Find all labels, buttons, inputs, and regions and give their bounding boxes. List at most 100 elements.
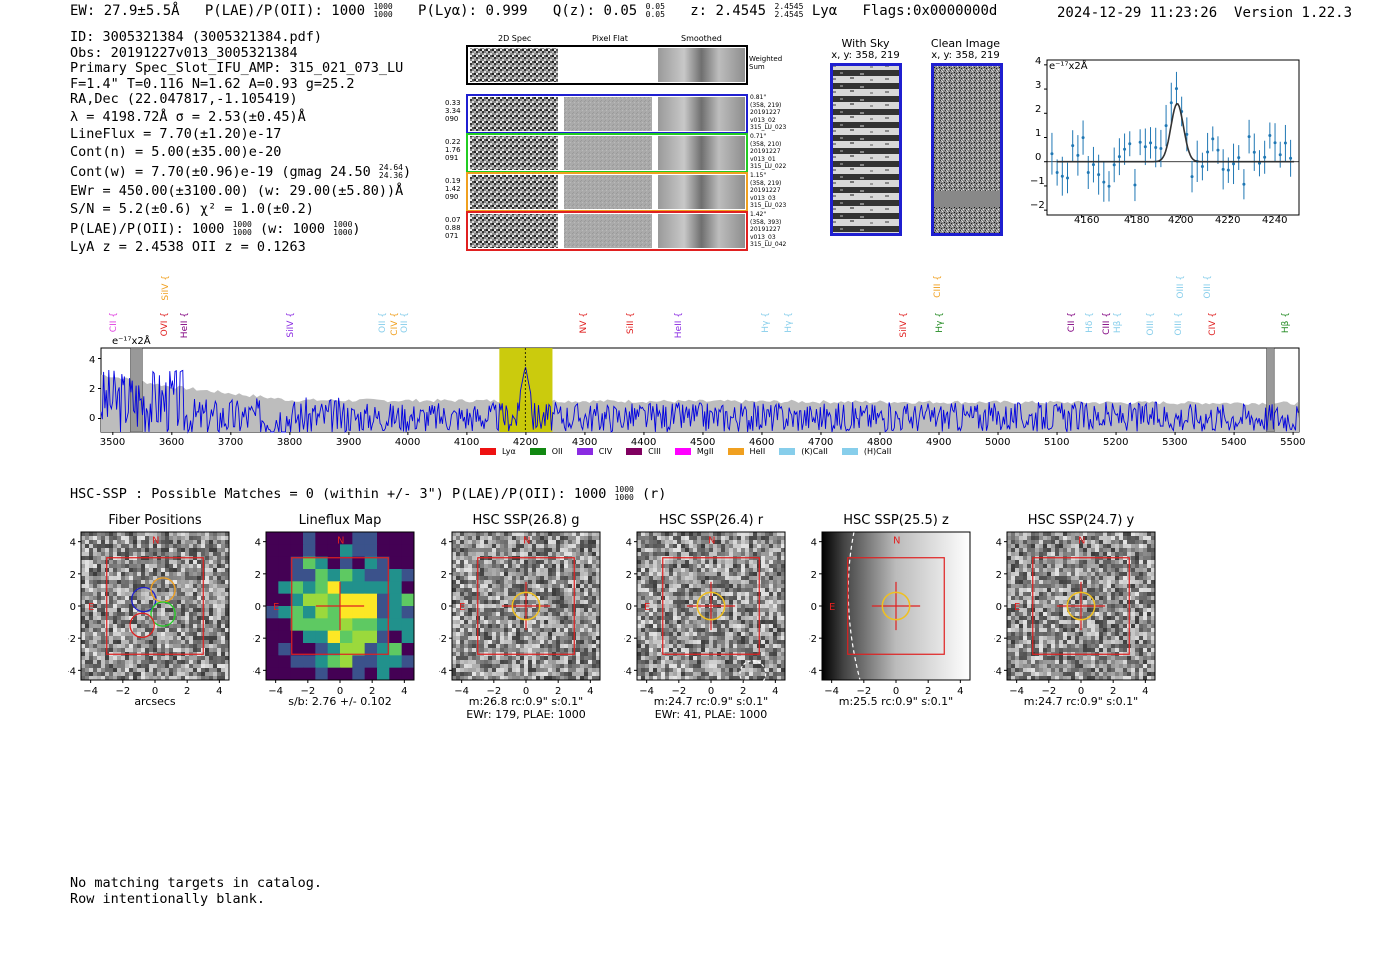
zoom-ytick: 2 [1035,104,1042,115]
hsc-ytick: 4 [441,538,447,549]
fiber-strip-svg [466,45,748,251]
hsc-xtick: −2 [486,686,501,697]
hsc-xtick: 2 [369,686,375,697]
weighted-sum-label: Weighted Sum [749,55,783,72]
hsc-panel: Lineflux Map N E −4 −2 0 2 4 4 2 0 −2 −4 s/b: 2.76 +/… [253,510,435,725]
row-left-label: 0.07 0.88 071 [445,216,461,241]
hsc-ytick: 0 [70,602,76,613]
compass-east: E [1014,602,1020,613]
hsc-xtick: 4 [1142,686,1148,697]
hsc-xtick: 2 [555,686,561,697]
hsc-summary: HSC-SSP : Possible Matches = 0 (within +… [70,485,667,503]
fiber-row-1 [466,94,748,134]
fiber-row-2 [466,133,748,173]
info-contw: Cont(w) = 7.70(±0.96)e-19 (gmag 24.50 [70,164,371,180]
legend-item: Lyα [480,447,516,456]
hsc-ytick: 2 [441,570,447,581]
header-plae: P(LAE)/P(OII): 1000 [204,3,366,19]
hsc-xtick: 0 [1078,686,1084,697]
line-label: OIII { [1174,312,1184,336]
hsc-ytick: 4 [70,538,76,549]
info-line-plae: P(LAE)/P(OII): 1000 1000 1000 (w: 1000 10… [70,220,411,238]
line-label: Hγ { [784,312,794,333]
header-ew: EW: 27.9±5.5Å [70,3,180,19]
header-z-line: Lyα [811,3,838,19]
line-label: OIII { [1176,275,1186,299]
gmag-hi: 24.64 [378,163,403,172]
spectrum-xtick: 4300 [571,437,598,448]
legend-item: OII [529,447,563,456]
hsc-ytick: 2 [255,570,261,581]
hsc-xtick: 4 [957,686,963,697]
hsc-xtick: 2 [184,686,190,697]
hsc-panel-image: N E −4 −2 0 2 4 4 2 0 −2 −4 [994,531,1156,697]
clean-image [931,63,1003,236]
line-label: Hγ { [935,312,945,333]
header-plya: P(Lyα): 0.999 [418,3,528,19]
info-plae-w-close: ) [352,220,361,237]
hsc-ytick: 4 [255,538,261,549]
hsc-panels: Fiber Positions N E −4 −2 0 2 4 4 2 0 −2 −4 arcsecs Li… [0,510,1400,725]
hsc-ytick: 2 [626,570,632,581]
compass-east: E [644,602,650,613]
hsc-ytick: −2 [253,634,261,645]
hsc-ytick: −2 [809,634,817,645]
spectrum-xtick: 4900 [926,437,952,448]
spectrum-xtick: 4000 [394,437,421,448]
hsc-ytick: −4 [809,666,817,677]
hsc-panel-caption: m:25.5 rc:0.9" s:0.1" [838,695,954,708]
hsc-summary-hi: 1000 [614,485,634,494]
hsc-ytick: −4 [68,666,76,677]
spectrum-legend: Lyα OII CIV CIII MgII HeII (K)CaII (H)CaII [480,447,905,459]
clean-image-title: Clean Image x, y: 358, 219 [930,37,1001,61]
hsc-summary-band: (r) [641,486,667,502]
spectrum-xtick: 5000 [985,437,1011,448]
line-label: OII { [378,312,388,333]
line-label: HeII { [180,312,190,339]
hsc-ytick: −4 [994,666,1002,677]
fiber-strip-panel: 2D Spec Pixel Flat Smoothed [440,33,800,258]
zoom-xtick: 4240 [1262,215,1288,226]
hsc-ytick: −2 [994,634,1002,645]
line-label: Hγ { [761,312,771,333]
with-sky-title: With Sky x, y: 358, 219 [831,37,900,61]
hsc-panel-caption: EWr: 41, PLAE: 1000 [654,708,768,721]
header-plae-lo: 1000 [373,10,393,19]
hsc-xtick: −4 [268,686,283,697]
spectrum-xtick: 4500 [689,437,716,448]
line-label: OIII { [1203,275,1213,299]
header-qz: Q(z): 0.05 [552,3,638,19]
zoom-xtick: 4180 [1124,215,1150,226]
zoom-xtick: 4160 [1074,215,1100,226]
zoom-plot: e⁻¹⁷x2Å 4 3 2 1 0 −1 −2 4160 4180 4200 4… [1030,55,1310,230]
hsc-xtick: 0 [152,686,158,697]
line-label: SiIV { [286,312,296,338]
line-label: CIV { [1208,312,1218,336]
spectrum-xtick: 3600 [158,437,185,448]
spectrum-xtick: 4200 [512,437,539,448]
hsc-panel-caption: EWr: 179, PLAE: 1000 [466,708,586,721]
spectrum-xtick: 5500 [1280,437,1306,448]
hsc-xtick: 2 [925,686,931,697]
hsc-xtick: 4 [401,686,407,697]
compass-east: E [459,602,465,613]
hsc-panel-image: N E −4 −2 0 2 4 4 2 0 −2 −4 [624,531,786,697]
hsc-ytick: 4 [811,538,817,549]
hsc-xtick: −2 [1041,686,1056,697]
hsc-summary-lo: 1000 [614,493,634,502]
header-version: Version 1.22.3 [1234,5,1353,21]
zoom-ytick: 1 [1035,128,1042,139]
header-qz-hi: 0.05 [645,2,665,11]
header-timestamp: 2024-12-29 11:23:26 [1057,5,1218,21]
hsc-panel-caption: s/b: 2.76 +/- 0.102 [288,695,392,708]
legend-item: HeII [727,447,765,456]
hsc-panel-caption: m:24.7 rc:0.9" s:0.1" [653,695,769,708]
with-sky-image [830,63,902,236]
hsc-ytick: −2 [439,634,447,645]
footer-line-2: Row intentionally blank. [70,890,266,907]
row-left-label: 0.19 1.42 090 [445,177,461,202]
compass-north: N [523,535,530,546]
fiber-row-3 [466,172,748,212]
